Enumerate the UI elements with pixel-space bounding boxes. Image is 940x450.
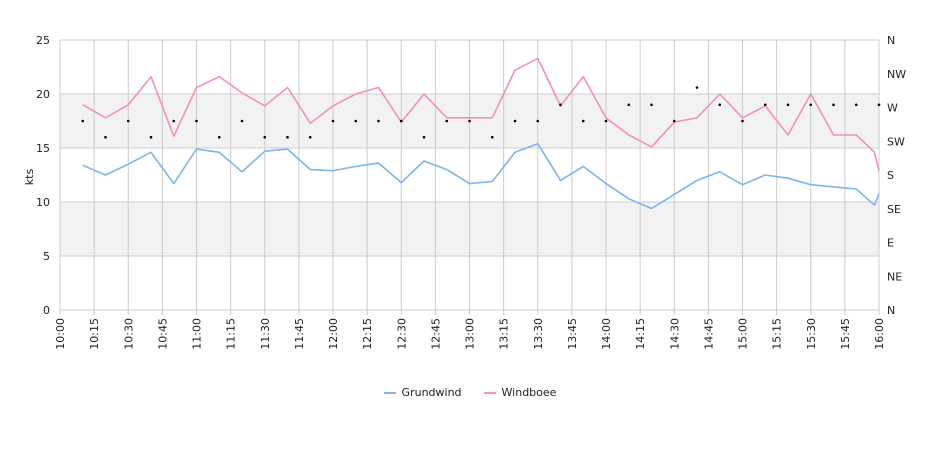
direction-dot: [786, 103, 790, 107]
y-tick-label: 15: [36, 142, 50, 155]
x-tick-label: 16:00: [873, 318, 886, 350]
x-tick-label: 11:30: [259, 318, 272, 350]
x-tick-label: 14:15: [634, 318, 647, 350]
direction-dot: [240, 119, 244, 123]
x-tick-label: 12:45: [429, 318, 442, 350]
x-tick-label: 15:30: [805, 318, 818, 350]
direction-dot: [809, 103, 813, 107]
direction-dot: [604, 119, 608, 123]
y-axis-ticks: 0 5 10 15 20 25: [36, 34, 50, 317]
direction-label: NE: [887, 270, 902, 283]
direction-dot: [308, 135, 312, 139]
y-tick-label: 20: [36, 88, 50, 101]
direction-dot: [195, 119, 198, 123]
x-tick-label: 11:00: [191, 318, 204, 350]
x-tick-label: 15:15: [771, 318, 784, 350]
direction-dot: [81, 119, 85, 123]
direction-dot: [627, 103, 631, 107]
direction-dot: [217, 135, 221, 139]
x-tick-label: 10:45: [156, 318, 169, 350]
direction-dot: [377, 119, 380, 123]
x-tick-label: 14:45: [702, 318, 715, 350]
direction-dot: [126, 119, 130, 123]
direction-dot: [581, 119, 585, 123]
y-tick-label: 10: [36, 196, 50, 209]
x-tick-label: 13:15: [498, 318, 511, 350]
grid-lines: [59, 39, 880, 315]
x-tick-label: 15:45: [839, 318, 852, 350]
x-tick-label: 12:15: [361, 318, 374, 350]
direction-dot: [149, 135, 153, 139]
x-tick-label: 15:00: [737, 318, 750, 350]
x-tick-label: 14:30: [668, 318, 681, 350]
direction-dot: [832, 103, 835, 107]
direction-dot: [104, 135, 107, 139]
direction-dot: [354, 119, 358, 123]
legend-swatch-windboee: [483, 391, 496, 394]
direction-dot: [286, 135, 289, 139]
series-line-grundwind: [82, 142, 880, 210]
direction-dot: [399, 119, 403, 123]
direction-dot: [445, 119, 449, 123]
x-tick-label: 10:00: [54, 318, 67, 350]
direction-dot: [422, 135, 426, 139]
direction-dot: [695, 86, 699, 89]
direction-dot: [536, 119, 540, 123]
direction-dot: [490, 135, 494, 139]
direction-dot: [650, 103, 653, 107]
x-tick-label: 11:15: [225, 318, 238, 350]
x-tick-label: 12:00: [327, 318, 340, 350]
legend: Grundwind Windboee: [0, 386, 940, 399]
x-tick-label: 13:00: [464, 318, 477, 350]
direction-label: S: [887, 169, 894, 182]
x-tick-label: 14:00: [600, 318, 613, 350]
direction-dot: [331, 119, 335, 123]
direction-dots: [81, 86, 881, 139]
direction-label: W: [887, 102, 898, 115]
direction-dot: [468, 119, 471, 123]
x-tick-label: 13:30: [532, 318, 545, 350]
direction-dot: [741, 119, 744, 123]
y-tick-label: 25: [36, 34, 50, 47]
direction-dot: [763, 103, 767, 107]
direction-label: E: [887, 237, 894, 250]
legend-swatch-grundwind: [383, 391, 396, 394]
y-tick-label: 0: [43, 304, 50, 317]
legend-item-grundwind[interactable]: Grundwind: [383, 386, 462, 399]
direction-dot: [559, 103, 562, 107]
x-tick-label: 12:30: [395, 318, 408, 350]
x-axis-ticks: 10:00 10:15 10:30 10:45 11:00 11:15 11:30 11:45…: [54, 318, 886, 350]
direction-dot: [172, 119, 176, 123]
direction-dot: [854, 103, 858, 107]
legend-label-windboee: Windboee: [501, 386, 557, 399]
direction-dot: [513, 119, 517, 123]
legend-item-windboee[interactable]: Windboee: [483, 386, 557, 399]
x-tick-label: 13:45: [566, 318, 579, 350]
direction-label: N: [887, 34, 895, 47]
direction-label: SW: [887, 135, 905, 148]
direction-dot: [672, 119, 676, 123]
y-axis-label: kts: [23, 169, 36, 186]
legend-label-grundwind: Grundwind: [401, 386, 462, 399]
x-tick-label: 10:15: [88, 318, 101, 350]
direction-dot: [263, 135, 267, 139]
y-tick-label: 5: [43, 250, 50, 263]
direction-label: SE: [887, 203, 901, 216]
direction-label: NW: [887, 68, 906, 81]
direction-dot: [718, 103, 722, 107]
x-tick-label: 11:45: [293, 318, 306, 350]
direction-dot: [877, 103, 881, 107]
right-axis-direction-labels: N NE E SE S SW W NW N: [887, 34, 906, 317]
direction-label: N: [887, 304, 895, 317]
x-tick-label: 10:30: [122, 318, 135, 350]
